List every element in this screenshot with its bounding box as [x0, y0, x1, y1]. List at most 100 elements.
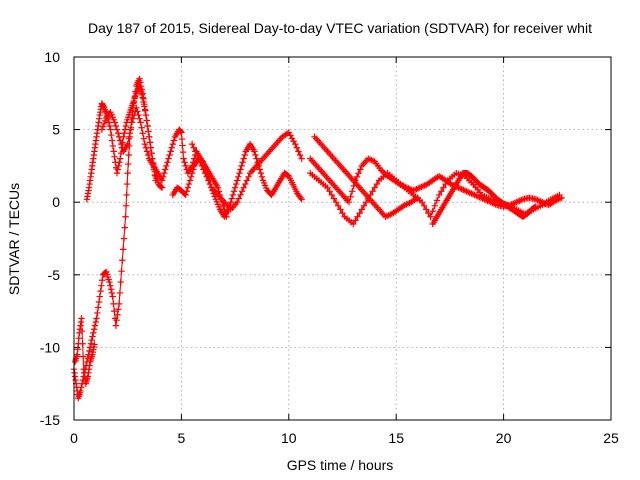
x-tick-label: 0: [70, 430, 78, 446]
data-point-marker: [122, 213, 129, 220]
data-point-marker: [356, 209, 363, 217]
data-point-marker: [136, 75, 143, 82]
y-tick-label: 0: [52, 194, 60, 210]
data-point-marker: [90, 326, 98, 333]
data-point-marker: [136, 82, 143, 90]
data-point-marker: [431, 202, 439, 210]
data-point-marker: [123, 191, 130, 199]
data-point-marker: [358, 206, 366, 213]
x-tick-label: 15: [388, 430, 404, 446]
data-point-marker: [78, 315, 85, 322]
y-axis-label: SDTVAR / TECUs: [6, 183, 22, 295]
data-point-marker: [141, 140, 149, 148]
data-point-marker: [201, 169, 209, 177]
data-point-marker: [98, 126, 106, 133]
x-axis-label: GPS time / hours: [287, 457, 394, 473]
grid-lines: [74, 57, 611, 420]
data-point-marker: [330, 195, 338, 202]
data-point-marker: [75, 335, 83, 342]
data-point-marker: [237, 166, 244, 173]
data-point-marker: [234, 177, 241, 184]
data-point-marker: [243, 177, 251, 184]
data-point-marker: [148, 149, 155, 157]
y-tick-label: -15: [40, 412, 60, 428]
data-point-marker: [100, 120, 108, 127]
data-point-marker: [237, 191, 244, 199]
data-point-marker: [418, 199, 426, 206]
data-point-marker: [128, 119, 136, 126]
tick-labels: 0 5 10 15 20 25 -15 -10 -5 0 5 10: [40, 49, 619, 446]
data-point-marker: [240, 184, 247, 191]
data-point-marker: [347, 193, 354, 200]
data-point-marker: [158, 184, 166, 191]
data-point-marker: [122, 202, 130, 210]
data-point-marker: [373, 180, 381, 188]
data-point-marker: [179, 142, 186, 149]
data-point-marker: [556, 191, 563, 199]
data-point-marker: [89, 333, 96, 340]
data-point-marker: [190, 166, 197, 173]
data-point-marker: [232, 180, 240, 188]
data-point-marker: [292, 140, 299, 148]
data-point-marker: [355, 169, 362, 177]
data-point-marker: [238, 162, 245, 170]
data-point-marker: [159, 173, 167, 180]
data-point-marker: [178, 129, 185, 136]
data-point-marker: [190, 144, 197, 151]
data-point-marker: [326, 188, 333, 195]
data-point-marker: [141, 103, 148, 110]
data-point-marker: [106, 122, 113, 130]
data-point-marker: [142, 111, 150, 119]
data-point-marker: [188, 140, 196, 148]
data-point-marker: [74, 351, 81, 358]
data-point-marker: [123, 180, 131, 188]
data-point-marker: [295, 148, 302, 155]
data-point-marker: [230, 188, 238, 195]
data-point-marker: [183, 188, 190, 195]
data-point-marker: [137, 88, 145, 96]
data-point-marker: [324, 184, 331, 191]
data-point-marker: [350, 220, 357, 228]
data-point-marker: [236, 169, 243, 177]
x-tick-label: 20: [496, 430, 512, 446]
data-point-marker: [214, 184, 222, 191]
data-point-marker: [124, 169, 131, 177]
data-point-marker: [110, 300, 117, 308]
data-point-marker: [241, 151, 248, 159]
data-point-marker: [108, 289, 116, 297]
data-point-marker: [531, 204, 538, 211]
data-point-marker: [111, 307, 118, 315]
data-point-marker: [185, 180, 193, 188]
data-point-marker: [143, 117, 150, 124]
data-point-marker: [442, 180, 449, 188]
data-point-marker: [77, 387, 84, 395]
data-point-marker: [357, 166, 364, 173]
data-point-marker: [74, 346, 81, 353]
data-point-marker: [188, 169, 196, 177]
data-point-marker: [182, 162, 189, 170]
data-point-marker: [296, 151, 304, 159]
data-point-marker: [87, 340, 95, 347]
data-point-marker: [108, 137, 116, 144]
data-point-marker: [371, 184, 378, 191]
data-point-marker: [206, 180, 214, 188]
data-point-marker: [193, 151, 201, 159]
data-point-marker: [335, 202, 342, 210]
data-point-marker: [122, 122, 130, 130]
data-point-marker: [115, 300, 123, 308]
data-point-marker: [136, 115, 143, 122]
series-arc-2: [71, 315, 98, 387]
data-point-marker: [440, 184, 447, 191]
series-trace: [73, 77, 163, 399]
data-point-marker: [79, 340, 86, 347]
data-point-marker: [120, 235, 128, 242]
data-point-marker: [94, 309, 101, 317]
data-point-marker: [145, 133, 153, 141]
data-point-marker: [165, 155, 172, 162]
data-point-marker: [88, 336, 95, 344]
data-point-marker: [107, 126, 114, 133]
y-tick-label: -5: [48, 267, 61, 283]
y-tick-label: 10: [44, 49, 60, 65]
data-point-marker: [337, 206, 344, 213]
data-point-marker: [200, 166, 207, 173]
